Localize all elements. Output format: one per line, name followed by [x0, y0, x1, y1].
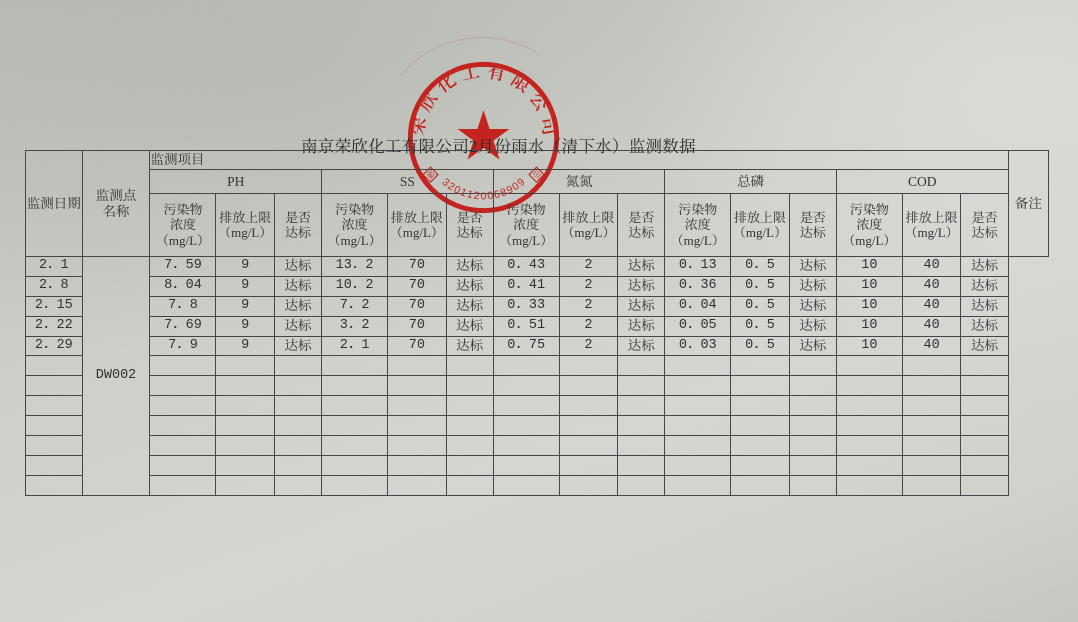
svg-text:有: 有	[485, 57, 508, 86]
svg-text:工: 工	[459, 57, 482, 86]
